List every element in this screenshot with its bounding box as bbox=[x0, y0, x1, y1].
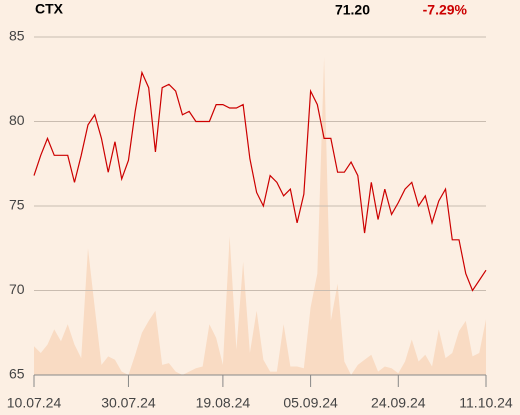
change: -7.29% bbox=[423, 2, 468, 18]
price: 71.20 bbox=[335, 2, 370, 18]
x-tick-label: 24.09.24 bbox=[371, 395, 426, 411]
y-tick-label: 75 bbox=[9, 197, 25, 213]
volume-area bbox=[34, 57, 486, 375]
y-tick-label: 70 bbox=[9, 281, 25, 297]
y-tick-label: 65 bbox=[9, 366, 25, 382]
x-tick-label: 19.08.24 bbox=[196, 395, 251, 411]
x-tick-label: 05.09.24 bbox=[283, 395, 338, 411]
y-tick-label: 85 bbox=[9, 28, 25, 44]
symbol: CTX bbox=[35, 1, 64, 17]
x-tick-label: 10.07.24 bbox=[7, 395, 62, 411]
y-tick-label: 80 bbox=[9, 112, 25, 128]
x-tick-label: 11.10.24 bbox=[459, 395, 513, 411]
x-tick-label: 30.07.24 bbox=[101, 395, 156, 411]
price-line bbox=[33, 70, 487, 292]
